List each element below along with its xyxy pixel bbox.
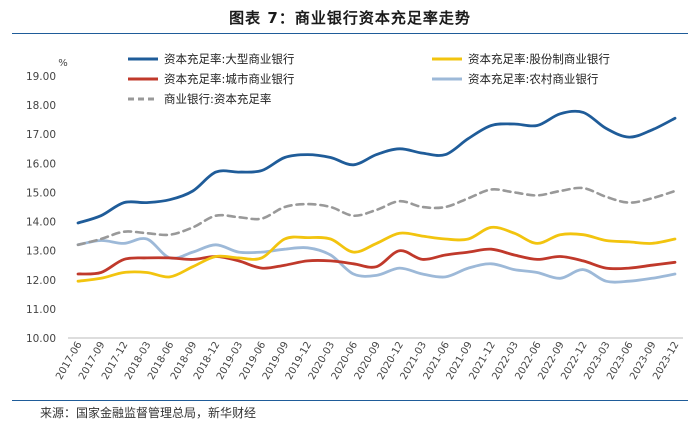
series-line-all-commercial-banks (76, 186, 677, 247)
y-tick-label: 18.00 (26, 100, 56, 112)
y-tick-label: 19.00 (26, 71, 56, 83)
y-tick-label: 15.00 (26, 187, 56, 199)
y-tick-label: 11.00 (26, 304, 56, 316)
legend-item-joint-stock-banks: 资本充足率:股份制商业银行 (432, 52, 610, 66)
y-tick-label: 13.00 (26, 246, 56, 258)
legend-item-city-banks: 资本充足率:城市商业银行 (128, 72, 294, 86)
bottom-divider (12, 400, 688, 401)
legend-item-rural-banks: 资本充足率:农村商业银行 (432, 72, 598, 86)
legend-item-all-commercial-banks: 商业银行:资本充足率 (128, 92, 271, 106)
series-line-joint-stock-banks (76, 225, 677, 283)
legend-label: 资本充足率:农村商业银行 (468, 72, 598, 86)
legend-label: 商业银行:资本充足率 (164, 92, 271, 106)
chart-canvas: % 19.00 18.00 17.00 16.00 15.00 14.00 13.00 12.… (26, 52, 683, 382)
y-tick-label: 17.00 (26, 129, 56, 141)
y-axis-ticks: 19.00 18.00 17.00 16.00 15.00 14.00 13.00 12.00… (26, 71, 56, 345)
y-tick-label: 16.00 (26, 158, 56, 170)
y-tick-label: 14.00 (26, 217, 56, 229)
source-note: 来源：国家金融监督管理总局，新华财经 (40, 406, 257, 420)
series-line-large-banks (76, 109, 677, 225)
chart-title-bar: 图表 7：商业银行资本充足率走势 (0, 0, 700, 34)
y-axis-unit: % (58, 58, 68, 69)
legend-label: 资本充足率:大型商业银行 (164, 52, 294, 66)
legend-item-large-banks: 资本充足率:大型商业银行 (128, 52, 294, 66)
series-lines (76, 109, 677, 284)
series-line-city-banks (76, 247, 677, 276)
legend-label: 资本充足率:城市商业银行 (164, 72, 294, 86)
chart-title: 图表 7：商业银行资本充足率走势 (229, 8, 471, 27)
y-tick-label: 12.00 (26, 275, 56, 287)
x-axis-ticks: 2017-062017-092017-122018-032018-062018-… (54, 340, 681, 382)
legend-label: 资本充足率:股份制商业银行 (468, 52, 610, 66)
top-divider (12, 33, 688, 34)
y-tick-label: 10.00 (26, 333, 56, 345)
